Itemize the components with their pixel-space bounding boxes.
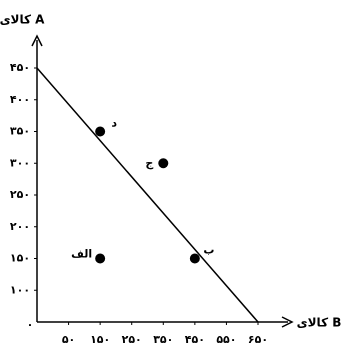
y-tick-label: ۴۵۰ [10,61,30,74]
x-tick-label: ۴۵۰ [185,333,205,346]
x-tick-label: ۵۵۰ [216,333,236,346]
y-tick-label: ۲۰۰ [10,220,30,233]
y-tick-label: ۳۰۰ [10,156,30,169]
x-tick-label: ۳۵۰ [153,333,173,346]
point [158,158,169,169]
x-arrow [281,316,294,328]
point [189,253,200,264]
x-tick-label: ۶۵۰ [248,333,268,346]
x-axis-label: کالای B [297,316,342,330]
y-tick-label: ۳۵۰ [10,125,30,138]
frontier-line [36,67,259,323]
x-tick-label: ۱۵۰ [90,333,110,346]
point-label: ج [145,156,153,170]
y-tick-label: ۱۰۰ [10,283,30,296]
origin-label: ۰ [27,318,34,331]
point-label: الف [71,248,92,261]
y-axis-label: کالای A [0,13,45,27]
point-label: ب [203,244,214,257]
point-label: د [111,117,117,130]
point [95,126,106,137]
x-tick-label: ۵۰ [62,333,75,346]
point [95,253,106,264]
y-arrow [31,34,43,47]
y-tick-label: ۱۵۰ [10,252,30,265]
x-tick-label: ۲۵۰ [122,333,142,346]
y-tick-label: ۴۰۰ [10,93,30,106]
y-tick-label: ۲۵۰ [10,188,30,201]
